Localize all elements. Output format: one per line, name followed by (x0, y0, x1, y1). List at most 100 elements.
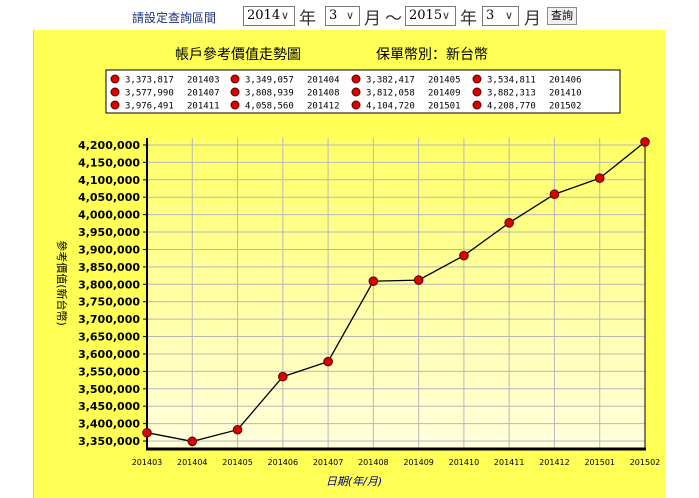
legend-period: 201411 (187, 102, 220, 112)
end-year-unit: 年 (460, 9, 477, 29)
x-tick-label: 201502 (630, 458, 661, 467)
legend-marker (472, 74, 482, 84)
start-month-select[interactable]: 3 ∨ (325, 6, 360, 26)
y-tick-label: 3,500,000 (78, 383, 140, 396)
legend-marker (472, 87, 482, 97)
range-separator: ～ (385, 9, 402, 29)
date-range-prompt: 請設定查詢區間 (132, 11, 217, 25)
data-point (413, 275, 424, 285)
legend-marker (230, 74, 240, 84)
y-tick-label: 3,800,000 (78, 278, 140, 291)
start-year-select[interactable]: 2014 ∨ (243, 6, 295, 26)
legend-value: 4,104,720 (366, 102, 415, 112)
end-year-value: 2015 (409, 8, 443, 23)
date-range-filter-bar: 請設定查詢區間 2014 ∨ 年 3 ∨ 月 ～ 2015 ∨ 年 3 ∨ 月 … (0, 0, 699, 30)
legend-period: 201408 (307, 89, 340, 99)
data-point (142, 427, 152, 438)
legend-marker (110, 74, 120, 84)
data-point (640, 137, 650, 147)
y-tick-label: 4,150,000 (78, 156, 140, 169)
legend-marker (351, 87, 361, 97)
y-tick-label: 3,900,000 (78, 243, 140, 256)
legend-marker (472, 100, 482, 110)
data-point (323, 356, 333, 367)
chevron-down-icon: ∨ (504, 9, 514, 22)
legend-marker (230, 100, 240, 110)
legend-value: 3,534,811 (487, 76, 536, 86)
x-tick-label: 201411 (494, 458, 525, 467)
end-month-select[interactable]: 3 ∨ (482, 6, 519, 26)
y-tick-label: 4,200,000 (78, 139, 140, 152)
y-axis-title: 參考價值(新台幣) (55, 240, 69, 326)
legend-value: 3,976,491 (125, 102, 174, 112)
y-tick-label: 3,700,000 (78, 313, 140, 326)
legend-value: 3,882,313 (487, 89, 536, 99)
x-tick-label: 201406 (268, 458, 299, 467)
x-tick-label: 201410 (449, 458, 480, 467)
y-tick-label: 4,050,000 (78, 191, 140, 204)
x-tick-label: 201403 (132, 458, 163, 467)
legend-value: 3,382,417 (366, 76, 415, 86)
chart-panel: 帳戶參考價值走勢圖 保單幣別：新台幣 3,373,817 201403 3,349,0… (33, 30, 666, 498)
chevron-down-icon: ∨ (280, 9, 290, 22)
y-tick-label: 3,450,000 (78, 400, 140, 413)
chart-subtitle: 保單幣別：新台幣 (376, 47, 488, 63)
y-tick-label: 3,750,000 (78, 296, 140, 309)
chart-title: 帳戶參考價值走勢圖 (175, 46, 301, 63)
end-year-select[interactable]: 2015 ∨ (405, 6, 456, 26)
y-tick-label: 4,000,000 (78, 209, 140, 222)
query-button[interactable]: 查詢 (547, 7, 577, 25)
start-year-unit: 年 (299, 9, 316, 29)
legend-value: 3,812,058 (366, 89, 415, 99)
chevron-down-icon: ∨ (441, 9, 451, 22)
legend-period: 201501 (428, 102, 461, 112)
data-point (232, 424, 243, 435)
y-tick-label: 3,950,000 (78, 226, 140, 239)
x-tick-label: 201501 (584, 458, 615, 467)
legend-value: 4,208,770 (487, 102, 536, 112)
x-tick-label: 201407 (313, 458, 344, 467)
data-point (187, 436, 198, 447)
data-point (504, 218, 514, 228)
data-point (594, 173, 605, 183)
y-tick-label: 3,850,000 (78, 261, 140, 274)
start-month-value: 3 (329, 8, 338, 23)
data-point (368, 276, 379, 286)
start-month-unit: 月 (364, 9, 381, 29)
x-tick-label: 201405 (222, 458, 253, 467)
start-year-value: 2014 (247, 8, 281, 23)
legend-period: 201412 (307, 102, 340, 112)
x-tick-label: 201404 (177, 458, 208, 467)
y-tick-label: 3,550,000 (78, 365, 140, 378)
y-tick-label: 4,100,000 (78, 174, 140, 187)
legend-period: 201403 (187, 76, 220, 86)
plot-area (147, 138, 645, 448)
legend-period: 201409 (428, 89, 461, 99)
data-point (459, 250, 469, 261)
legend-period: 201405 (428, 76, 461, 86)
legend-value: 3,349,057 (245, 76, 294, 86)
legend-period: 201404 (307, 76, 340, 86)
legend-marker (110, 87, 120, 97)
x-tick-label: 201409 (403, 458, 434, 467)
x-axis-title: 日期(年/月) (326, 475, 382, 488)
legend-value: 3,808,939 (245, 89, 294, 99)
legend-value: 3,577,990 (125, 89, 174, 99)
data-point (278, 371, 288, 382)
end-month-unit: 月 (524, 9, 541, 29)
legend-value: 4,058,560 (245, 102, 294, 112)
y-tick-label: 3,600,000 (78, 348, 140, 361)
y-tick-label: 3,650,000 (78, 331, 140, 344)
legend-period: 201406 (549, 76, 582, 86)
legend-period: 201410 (549, 89, 582, 99)
chevron-down-icon: ∨ (345, 9, 355, 22)
value-trend-chart: 帳戶參考價值走勢圖 保單幣別：新台幣 3,373,817 201403 3,349,0… (55, 46, 661, 488)
y-tick-label: 3,350,000 (78, 435, 140, 448)
series-line (146, 141, 646, 443)
data-point (549, 189, 560, 200)
legend-marker (110, 100, 120, 110)
legend-marker (351, 74, 361, 84)
x-tick-label: 201408 (358, 458, 389, 467)
x-tick-label: 201412 (539, 458, 570, 467)
legend-value: 3,373,817 (125, 76, 174, 86)
